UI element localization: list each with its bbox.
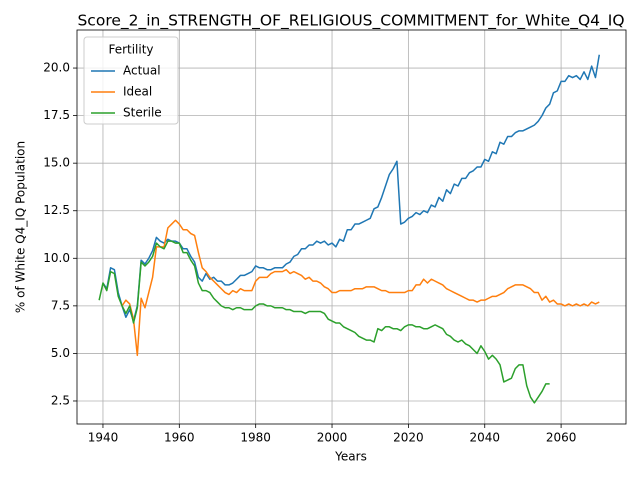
x-tick-label: 1960 bbox=[164, 431, 195, 445]
legend-box bbox=[83, 36, 179, 125]
x-tick-label: 1980 bbox=[240, 431, 271, 445]
y-tick-label: 10.0 bbox=[43, 251, 70, 265]
y-tick-label: 17.5 bbox=[43, 108, 70, 122]
x-tick-label: 2060 bbox=[546, 431, 577, 445]
y-tick-label: 12.5 bbox=[43, 203, 70, 217]
legend-title: Fertility bbox=[108, 43, 153, 57]
plot-frame bbox=[76, 29, 627, 425]
y-tick-label: 2.5 bbox=[51, 393, 70, 407]
series-line bbox=[98, 240, 550, 404]
y-tick-label: 15.0 bbox=[43, 156, 70, 170]
y-axis-label: % of White Q4_IQ Population bbox=[14, 141, 28, 313]
series-line bbox=[121, 219, 600, 357]
legend-label: Actual bbox=[123, 64, 161, 78]
y-tick-label: 5.0 bbox=[51, 346, 70, 360]
x-tick-label: 2020 bbox=[393, 431, 424, 445]
x-tick-label: 2040 bbox=[469, 431, 500, 445]
y-tick-label: 20.0 bbox=[43, 61, 70, 75]
series-line bbox=[102, 54, 601, 322]
legend-label: Sterile bbox=[123, 106, 162, 120]
legend-label: Ideal bbox=[123, 85, 152, 99]
x-tick-label: 1940 bbox=[88, 431, 119, 445]
y-tick-label: 7.5 bbox=[51, 298, 70, 312]
chart-title: Score_2_in_STRENGTH_OF_RELIGIOUS_COMMITM… bbox=[77, 12, 624, 31]
grid bbox=[77, 30, 626, 424]
x-axis-label: Years bbox=[334, 450, 367, 464]
x-tick-label: 2000 bbox=[317, 431, 348, 445]
